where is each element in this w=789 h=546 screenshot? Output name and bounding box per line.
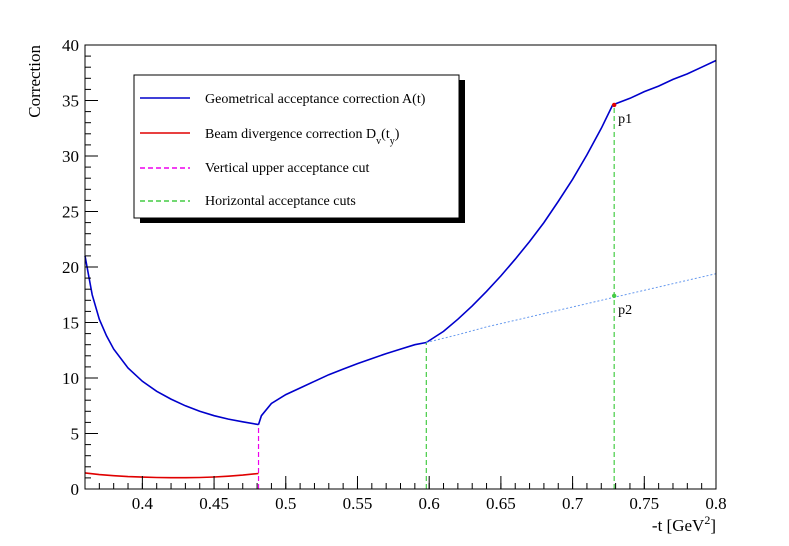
x-tick-label: 0.7 [562, 494, 584, 513]
x-tick-label: 0.45 [199, 494, 229, 513]
legend-label-horizontal-cuts: Horizontal acceptance cuts [205, 194, 356, 209]
y-tick-label: 30 [62, 147, 79, 166]
y-tick-label: 35 [62, 92, 79, 111]
series-line-3 [612, 59, 717, 106]
y-tick-label: 5 [71, 425, 80, 444]
series-line-2 [425, 104, 614, 344]
legend-label-vertical-cut: Vertical upper acceptance cut [205, 161, 370, 176]
x-tick-label: 0.8 [705, 494, 726, 513]
x-axis-label: -t [GeV2] [652, 513, 716, 535]
x-tick-label: 0.4 [132, 494, 154, 513]
y-tick-label: 40 [62, 36, 79, 55]
x-tick-label: 0.6 [419, 494, 440, 513]
x-tick-label: 0.55 [343, 494, 373, 513]
legend-label-geometrical: Geometrical acceptance correction A(t) [205, 92, 426, 107]
series-line-1 [257, 341, 427, 425]
x-tick-label: 0.75 [629, 494, 659, 513]
series-line-4 [84, 472, 259, 479]
marker-p1 [611, 102, 617, 108]
x-tick-label: 0.5 [275, 494, 296, 513]
y-tick-label: 0 [71, 480, 80, 499]
y-tick-label: 15 [62, 314, 79, 333]
annotation-p1: p1 [618, 112, 632, 127]
x-tick-label: 0.65 [486, 494, 516, 513]
legend-frame [133, 74, 460, 219]
y-tick-label: 20 [62, 258, 79, 277]
y-axis-label: Correction [25, 45, 44, 118]
series-line-5 [426, 273, 717, 343]
series-line-0 [84, 255, 259, 426]
y-tick-label: 10 [62, 369, 79, 388]
y-tick-label: 25 [62, 203, 79, 222]
legend-label-beam-divergence: Beam divergence correction Dv(ty) [205, 127, 400, 147]
legend: Geometrical acceptance correction A(t) B… [133, 74, 465, 223]
marker-p2 [611, 293, 617, 299]
annotation-p2: p2 [618, 303, 632, 318]
